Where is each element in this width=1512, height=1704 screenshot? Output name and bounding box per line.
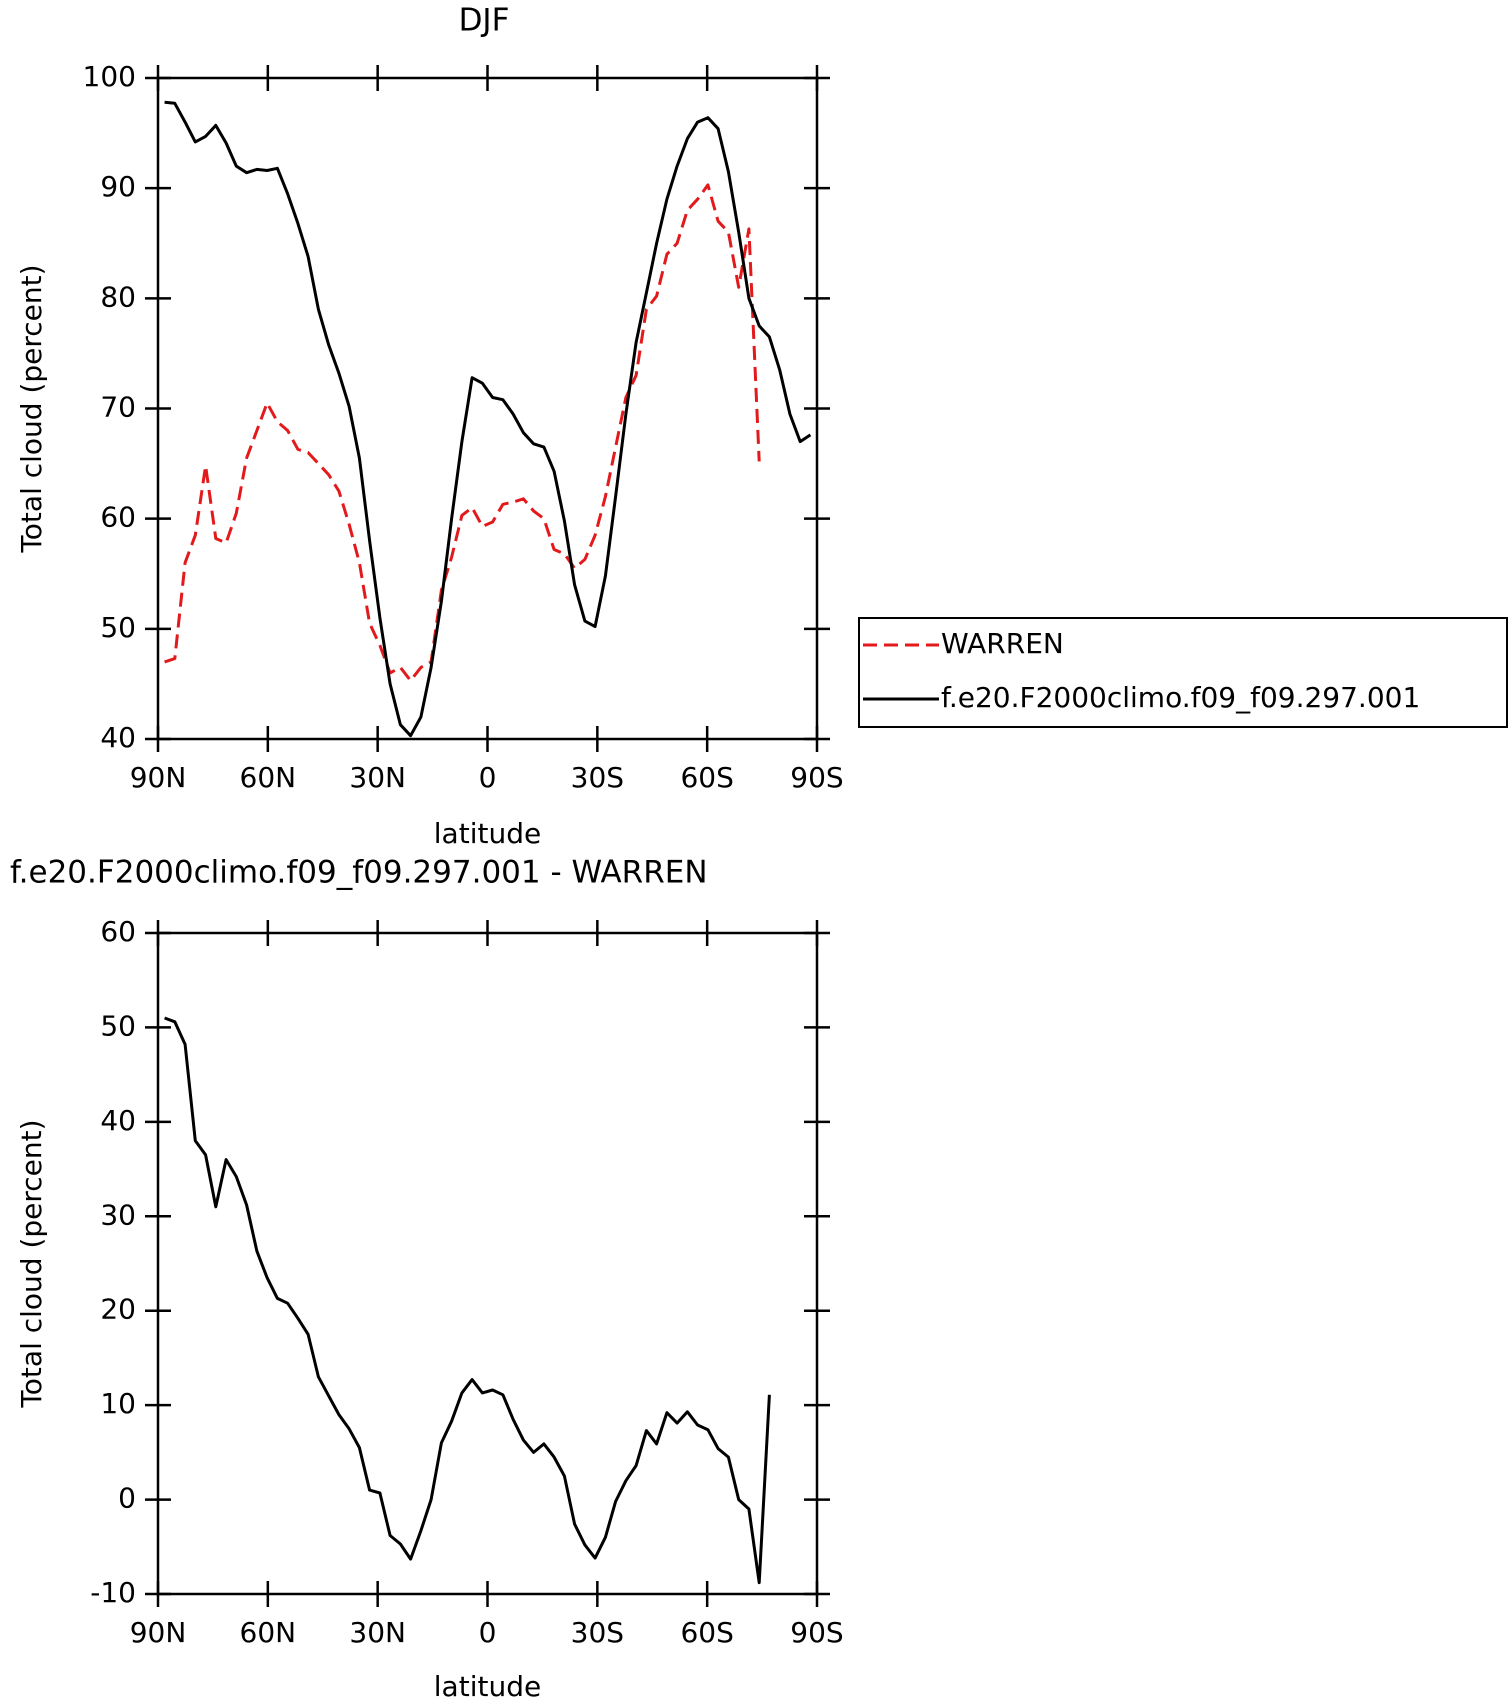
- y-tick-label: 40: [100, 721, 136, 754]
- x-tick-label: 30N: [349, 761, 406, 794]
- legend-label: WARREN: [941, 627, 1064, 660]
- series-line: [164, 100, 812, 738]
- series-line: [164, 1016, 771, 1585]
- y-tick-label: 80: [100, 280, 136, 313]
- x-tick-label: 0: [479, 761, 497, 794]
- y-tick-label: 30: [100, 1198, 136, 1231]
- legend-label: f.e20.F2000climo.f09_f09.297.001: [941, 681, 1420, 714]
- plot-frame: [156, 931, 819, 1596]
- x-tick-label: 60N: [240, 1616, 297, 1649]
- y-tick-label: -10: [90, 1576, 136, 1609]
- x-tick-label: 30S: [571, 1616, 624, 1649]
- chart-title: DJF: [459, 3, 510, 39]
- x-tick-label: 90N: [130, 761, 187, 794]
- x-tick-label: 90N: [130, 1616, 187, 1649]
- y-tick-label: 60: [100, 915, 136, 948]
- chart-title: f.e20.F2000climo.f09_f09.297.001 - WARRE…: [10, 855, 708, 891]
- x-tick-label: 60S: [680, 761, 733, 794]
- y-tick-label: 90: [100, 170, 136, 203]
- y-tick-label: 50: [100, 1009, 136, 1042]
- y-tick-label: 50: [100, 611, 136, 644]
- plot-frame: [156, 76, 819, 741]
- y-tick-label: 60: [100, 501, 136, 534]
- y-tick-label: 20: [100, 1293, 136, 1326]
- y-tick-label: 10: [100, 1387, 136, 1420]
- x-axis-label: latitude: [434, 817, 541, 850]
- y-tick-label: 70: [100, 391, 136, 424]
- series-line: [164, 183, 761, 683]
- x-axis-label: latitude: [434, 1670, 541, 1703]
- x-tick-label: 90S: [790, 761, 843, 794]
- y-axis-label: Total cloud (percent): [15, 264, 48, 553]
- x-tick-label: 60S: [680, 1616, 733, 1649]
- y-tick-label: 100: [83, 60, 136, 93]
- x-tick-label: 0: [479, 1616, 497, 1649]
- x-tick-label: 30N: [349, 1616, 406, 1649]
- y-tick-label: 40: [100, 1104, 136, 1137]
- x-tick-label: 30S: [571, 761, 624, 794]
- y-axis-label: Total cloud (percent): [15, 1119, 48, 1408]
- legend-box: [858, 617, 1508, 728]
- x-tick-label: 90S: [790, 1616, 843, 1649]
- y-tick-label: 0: [118, 1482, 136, 1515]
- x-tick-label: 60N: [240, 761, 297, 794]
